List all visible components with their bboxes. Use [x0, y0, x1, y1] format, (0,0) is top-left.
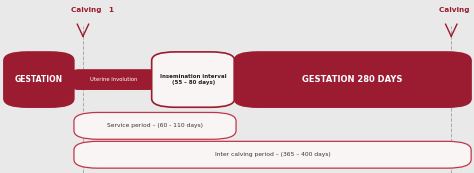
FancyBboxPatch shape: [74, 70, 154, 89]
FancyBboxPatch shape: [74, 112, 236, 139]
Text: Calving   2: Calving 2: [439, 7, 474, 13]
FancyBboxPatch shape: [234, 52, 471, 107]
Text: GESTATION 280 DAYS: GESTATION 280 DAYS: [302, 75, 403, 84]
FancyBboxPatch shape: [4, 52, 74, 107]
Text: Service period – (60 - 110 days): Service period – (60 - 110 days): [107, 123, 203, 128]
Text: Inter calving period – (365 – 400 days): Inter calving period – (365 – 400 days): [215, 152, 330, 157]
FancyBboxPatch shape: [74, 141, 471, 168]
Text: Calving   1: Calving 1: [71, 7, 114, 13]
Text: GESTATION: GESTATION: [15, 75, 63, 84]
Text: Insemination interval
(55 – 80 days): Insemination interval (55 – 80 days): [160, 74, 227, 85]
FancyBboxPatch shape: [152, 52, 235, 107]
Text: Uterine Involution: Uterine Involution: [90, 77, 137, 82]
